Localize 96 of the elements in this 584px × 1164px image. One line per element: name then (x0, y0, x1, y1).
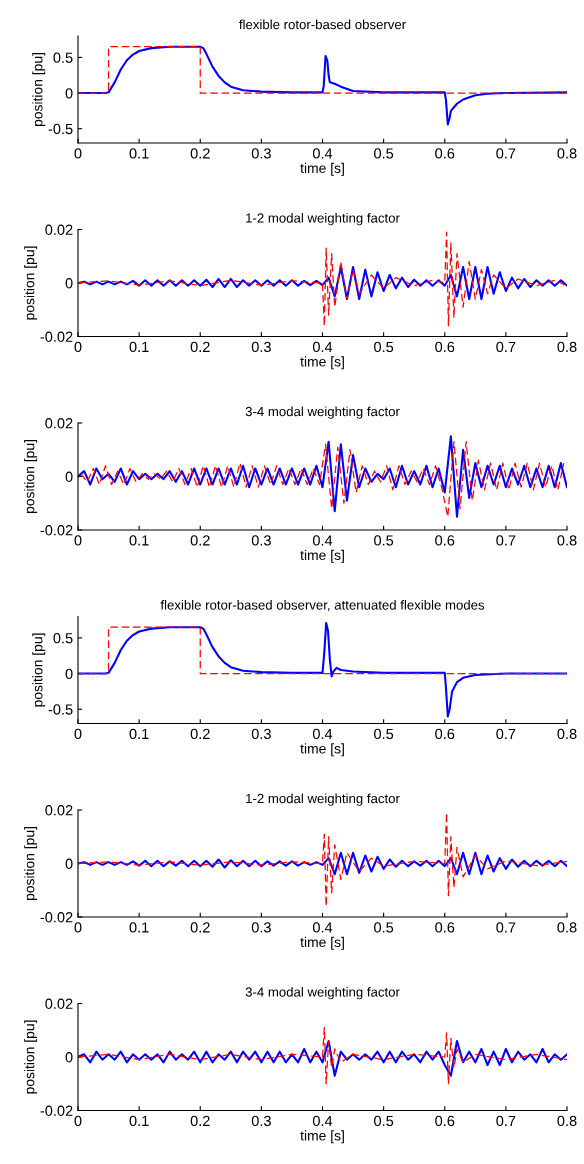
y-tick-label: -0.02 (40, 912, 73, 923)
x-tick-label: 0.7 (496, 535, 516, 546)
y-tick-label: 0 (65, 278, 73, 289)
x-tick-label: 0.1 (129, 922, 149, 933)
x-tick-label: 0.8 (557, 148, 577, 159)
x-tick-label: 0.3 (251, 341, 271, 353)
y-tick-label: 0.02 (45, 805, 73, 816)
x-tick-label: 0.8 (557, 728, 577, 740)
x-tick-label: 0.4 (312, 1115, 333, 1127)
x-tick-label: 0.3 (251, 1115, 271, 1127)
x-tick-label: 0.6 (435, 728, 455, 740)
chart-title: 3-4 modal weighting factor (245, 406, 400, 419)
x-tick-label: 0.4 (312, 148, 333, 159)
x-tick-label: 0 (74, 922, 82, 933)
x-tick-label: 0 (74, 1115, 82, 1127)
x-tick-label: 0.3 (251, 148, 271, 159)
y-tick-label: 0.02 (45, 224, 73, 235)
y-tick-label: -0.5 (48, 123, 73, 135)
x-tick-label: 0.5 (374, 728, 394, 740)
x-tick-label: 0.1 (129, 1115, 149, 1127)
y-axis-title: position [pu] (32, 633, 46, 707)
y-tick-label: 0 (65, 668, 73, 679)
y-axis-title: position [pu] (24, 440, 38, 514)
x-tick-label: 0.7 (496, 148, 516, 159)
y-tick-label: 0.5 (53, 52, 73, 63)
x-tick-label: 0.4 (312, 341, 333, 353)
y-tick-label: 0 (65, 1052, 73, 1063)
x-tick-label: 0.5 (374, 922, 394, 933)
y-tick-label: 0 (65, 471, 73, 482)
x-tick-label: 0.2 (190, 148, 210, 159)
y-axis-title: position [pu] (32, 53, 46, 127)
line-series (78, 812, 567, 907)
x-tick-label: 0.6 (435, 148, 455, 159)
x-tick-label: 0.2 (190, 535, 210, 546)
x-tick-label: 0.6 (435, 922, 455, 933)
x-tick-label: 0 (74, 341, 82, 353)
line-series (78, 265, 567, 301)
x-tick-label: 0.1 (129, 535, 149, 546)
x-tick-label: 0.7 (496, 922, 516, 933)
x-tick-label: 0.7 (496, 341, 516, 353)
x-tick-label: 0.5 (374, 1115, 394, 1127)
chart-title: flexible rotor-based observer (239, 19, 406, 30)
x-tick-label: 0.8 (557, 922, 577, 933)
x-tick-label: 0.7 (496, 728, 516, 740)
chart-title: 1-2 modal weighting factor (246, 212, 400, 226)
x-tick-label: 0.3 (251, 922, 271, 933)
x-axis-title: time [s] (300, 549, 344, 563)
x-tick-label: 0 (74, 728, 82, 740)
x-tick-label: 0.5 (374, 341, 394, 353)
x-tick-label: 0.8 (557, 535, 577, 546)
x-tick-label: 0.6 (435, 1115, 455, 1127)
y-tick-label: 0.02 (45, 418, 73, 429)
chart-title: 3-4 modal weighting factor (245, 986, 400, 1000)
x-tick-label: 0.2 (190, 922, 210, 933)
y-tick-label: -0.02 (40, 331, 73, 342)
x-tick-label: 0.4 (312, 728, 333, 740)
line-series (78, 851, 567, 876)
y-axis-title: position [pu] (24, 246, 38, 320)
chart-title: flexible rotor-based observer, attenuated flexible modes (160, 599, 485, 612)
y-tick-label: 0 (65, 858, 73, 869)
x-tick-label: 0.4 (312, 535, 333, 546)
x-tick-label: 0.5 (374, 148, 394, 159)
x-tick-label: 0.1 (129, 148, 149, 159)
y-tick-label: -0.02 (40, 525, 73, 536)
x-tick-label: 0.8 (557, 1115, 577, 1127)
x-tick-label: 0.6 (435, 341, 455, 353)
x-axis-title: time [s] (300, 1130, 344, 1144)
x-tick-label: 0.7 (496, 1115, 516, 1127)
line-series (78, 231, 567, 327)
x-tick-label: 0.5 (374, 535, 394, 546)
x-axis-title: time [s] (300, 936, 344, 950)
y-tick-label: 0 (65, 88, 73, 99)
x-axis-title: time [s] (300, 356, 344, 370)
y-tick-label: 0.02 (45, 998, 73, 1009)
line-series (78, 621, 567, 718)
x-tick-label: 0.4 (312, 922, 333, 933)
x-tick-label: 0.8 (557, 341, 577, 353)
x-tick-label: 0.2 (190, 341, 210, 353)
y-tick-label: -0.5 (48, 704, 73, 715)
x-tick-label: 0.3 (251, 728, 271, 740)
x-tick-label: 0.1 (129, 341, 149, 353)
x-axis-title: time [s] (300, 162, 344, 176)
x-tick-label: 0 (74, 535, 82, 546)
x-tick-label: 0.2 (190, 728, 210, 740)
chart-title: 1-2 modal weighting factor (246, 793, 400, 806)
x-tick-label: 0.3 (251, 535, 271, 546)
x-axis-title: time [s] (300, 743, 344, 757)
y-axis-title: position [pu] (24, 1020, 38, 1094)
y-tick-label: 0.5 (53, 633, 73, 644)
x-tick-label: 0 (74, 148, 82, 159)
y-axis-title: position [pu] (24, 827, 38, 901)
line-series (78, 1039, 567, 1077)
x-tick-label: 0.1 (129, 728, 149, 740)
y-tick-label: -0.02 (40, 1105, 73, 1116)
x-tick-label: 0.6 (435, 535, 455, 546)
x-tick-label: 0.2 (190, 1115, 210, 1127)
